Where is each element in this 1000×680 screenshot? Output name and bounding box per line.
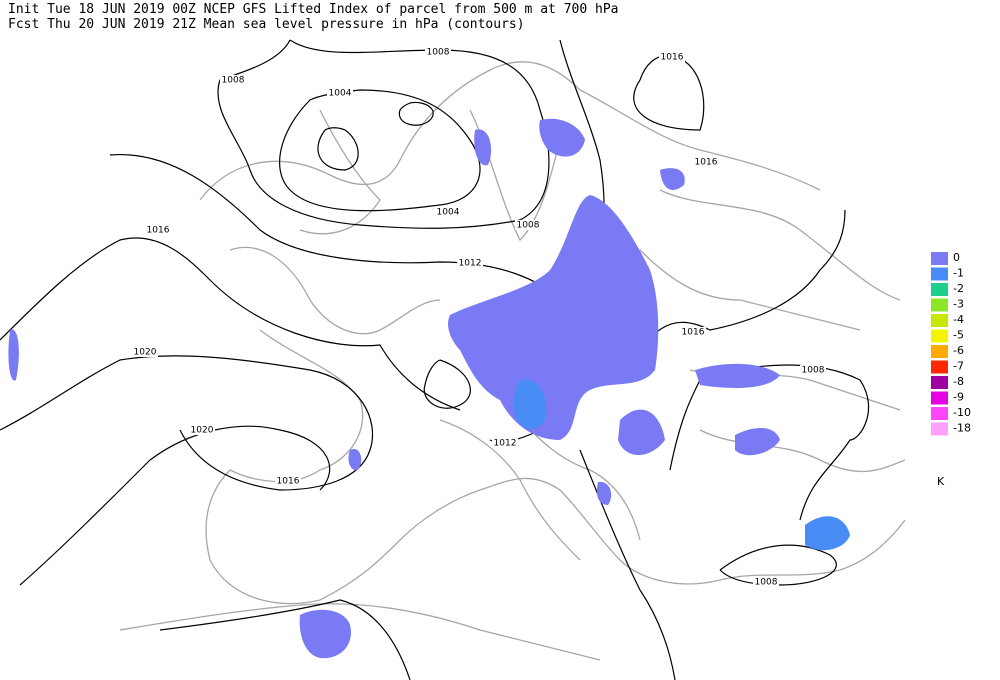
lifted-index-areas bbox=[8, 118, 850, 659]
instability-area bbox=[448, 195, 659, 440]
contour-label-bg bbox=[220, 75, 246, 85]
instability-area bbox=[539, 118, 585, 157]
header-line: Init Tue 18 JUN 2019 00Z NCEP GFS Lifted… bbox=[8, 2, 618, 17]
legend-swatch bbox=[931, 407, 948, 420]
legend-swatch bbox=[931, 329, 948, 343]
coastline bbox=[439, 419, 641, 561]
contour-label-bg bbox=[693, 157, 719, 167]
contour-label-bg bbox=[680, 327, 706, 337]
header-line: Fcst Thu 20 JUN 2019 21Z Mean sea level … bbox=[8, 17, 525, 32]
legend-label: -6 bbox=[953, 344, 964, 357]
legend-swatch bbox=[931, 422, 948, 436]
instability-area bbox=[805, 516, 850, 551]
legend-swatch bbox=[931, 283, 948, 296]
contour-label-bg bbox=[492, 438, 518, 448]
contour-label: 1020 bbox=[191, 426, 214, 436]
coastline bbox=[229, 246, 441, 335]
instability-area bbox=[474, 129, 492, 166]
legend-label: -18 bbox=[953, 422, 971, 435]
legend-label: -8 bbox=[953, 375, 964, 388]
contour-label: 1008 bbox=[802, 366, 825, 376]
contour-label: 1016 bbox=[682, 328, 705, 338]
isobar bbox=[579, 449, 676, 680]
contour-label-bg bbox=[515, 220, 541, 230]
contour-label-bg bbox=[189, 425, 215, 435]
legend-label: -5 bbox=[953, 329, 964, 342]
coastline bbox=[639, 189, 901, 331]
instability-area bbox=[695, 363, 780, 388]
isobar bbox=[719, 544, 837, 586]
isobar bbox=[0, 355, 374, 491]
instability-area bbox=[618, 409, 665, 455]
legend-swatch bbox=[931, 345, 948, 358]
contour-label-bg bbox=[753, 577, 779, 587]
contour-label: 1004 bbox=[329, 89, 352, 99]
contour-label-bg bbox=[275, 476, 301, 486]
contour-label-bg bbox=[435, 207, 461, 217]
contour-label-bg bbox=[132, 347, 158, 357]
instability-area bbox=[735, 428, 780, 456]
contour-label: 1016 bbox=[695, 158, 718, 168]
legend-swatch bbox=[931, 298, 948, 312]
instability-area bbox=[596, 481, 612, 505]
contour-label: 1016 bbox=[661, 53, 684, 63]
legend-unit: K bbox=[937, 475, 945, 488]
instability-area bbox=[660, 168, 685, 190]
isobar bbox=[0, 237, 461, 411]
contour-label: 1004 bbox=[437, 208, 460, 218]
coastline bbox=[199, 61, 821, 201]
contour-label: 1012 bbox=[494, 439, 517, 449]
coastlines bbox=[119, 61, 906, 661]
legend-label: -9 bbox=[953, 391, 964, 404]
legend-label: 0 bbox=[953, 251, 960, 264]
legend-swatch bbox=[931, 252, 948, 265]
legend-swatch bbox=[931, 360, 948, 374]
isobar bbox=[633, 54, 705, 131]
legend-label: -10 bbox=[953, 406, 971, 419]
contour-label: 1020 bbox=[134, 348, 157, 358]
contour-labels: 1008 1008 1004 1016 1016 1004 1008 1016 1012 1016… bbox=[132, 47, 826, 588]
contour-label: 1008 bbox=[517, 221, 540, 231]
legend-swatch bbox=[931, 376, 948, 389]
legend-label: -1 bbox=[953, 267, 964, 280]
coastline bbox=[119, 603, 601, 661]
contour-label: 1008 bbox=[427, 48, 450, 58]
isobar bbox=[398, 101, 434, 126]
contour-label-bg bbox=[145, 225, 171, 235]
legend-label: -3 bbox=[953, 298, 964, 311]
contour-label: 1016 bbox=[147, 226, 170, 236]
legend-swatch bbox=[931, 314, 948, 327]
contour-label: 1008 bbox=[222, 76, 245, 86]
isobar bbox=[669, 364, 870, 521]
contour-label-bg bbox=[457, 258, 483, 268]
legend-label: -4 bbox=[953, 313, 964, 326]
contour-label: 1016 bbox=[277, 477, 300, 487]
isobar bbox=[279, 89, 481, 212]
legend-label: -2 bbox=[953, 282, 964, 295]
instability-area bbox=[8, 329, 19, 381]
contour-label: 1012 bbox=[459, 259, 482, 269]
contour-label-bg bbox=[659, 52, 685, 62]
isobar bbox=[159, 599, 411, 680]
isobars bbox=[0, 39, 870, 680]
contour-label-bg bbox=[327, 88, 353, 98]
legend-label: -7 bbox=[953, 360, 964, 373]
instability-area bbox=[348, 449, 362, 471]
legend-swatch bbox=[931, 267, 948, 281]
contour-label-bg bbox=[425, 47, 451, 57]
instability-area bbox=[299, 609, 351, 659]
instability-area bbox=[513, 379, 547, 430]
coastline bbox=[399, 477, 906, 585]
legend-swatch bbox=[931, 391, 948, 405]
isobar bbox=[423, 359, 471, 409]
contour-label-bg bbox=[800, 365, 826, 375]
isobar bbox=[317, 127, 359, 171]
legend: K 0 -1 -2 -3 -4 -5 -6 -7 -8 -9 -10 -18 bbox=[931, 251, 971, 488]
contour-label: 1008 bbox=[755, 578, 778, 588]
coastline bbox=[205, 329, 401, 605]
